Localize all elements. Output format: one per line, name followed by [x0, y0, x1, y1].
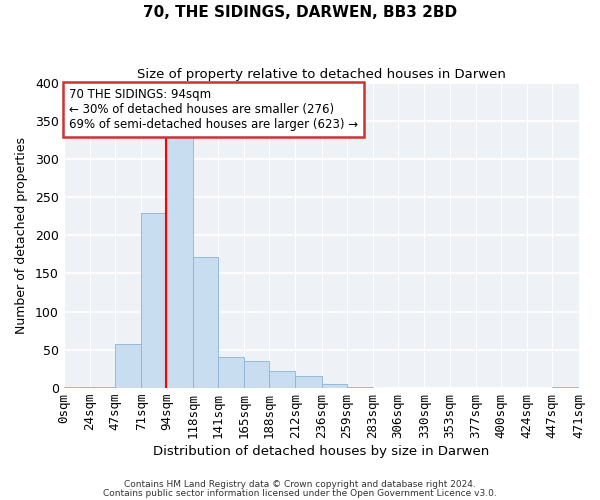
Bar [218, 357, 244, 388]
Bar [269, 371, 295, 388]
Bar [347, 387, 373, 388]
Bar [64, 387, 90, 388]
Bar [552, 387, 578, 388]
Bar [322, 384, 347, 388]
Text: 70 THE SIDINGS: 94sqm
← 30% of detached houses are smaller (276)
69% of semi-det: 70 THE SIDINGS: 94sqm ← 30% of detached … [69, 88, 358, 130]
Title: Size of property relative to detached houses in Darwen: Size of property relative to detached ho… [137, 68, 506, 80]
Bar [193, 256, 218, 388]
Text: Contains public sector information licensed under the Open Government Licence v3: Contains public sector information licen… [103, 489, 497, 498]
Text: Contains HM Land Registry data © Crown copyright and database right 2024.: Contains HM Land Registry data © Crown c… [124, 480, 476, 489]
Bar [244, 361, 269, 388]
Y-axis label: Number of detached properties: Number of detached properties [15, 137, 28, 334]
Bar [166, 136, 193, 388]
Bar [141, 212, 166, 388]
X-axis label: Distribution of detached houses by size in Darwen: Distribution of detached houses by size … [153, 444, 489, 458]
Bar [90, 387, 115, 388]
Bar [295, 376, 322, 388]
Bar [115, 344, 141, 388]
Text: 70, THE SIDINGS, DARWEN, BB3 2BD: 70, THE SIDINGS, DARWEN, BB3 2BD [143, 5, 457, 20]
